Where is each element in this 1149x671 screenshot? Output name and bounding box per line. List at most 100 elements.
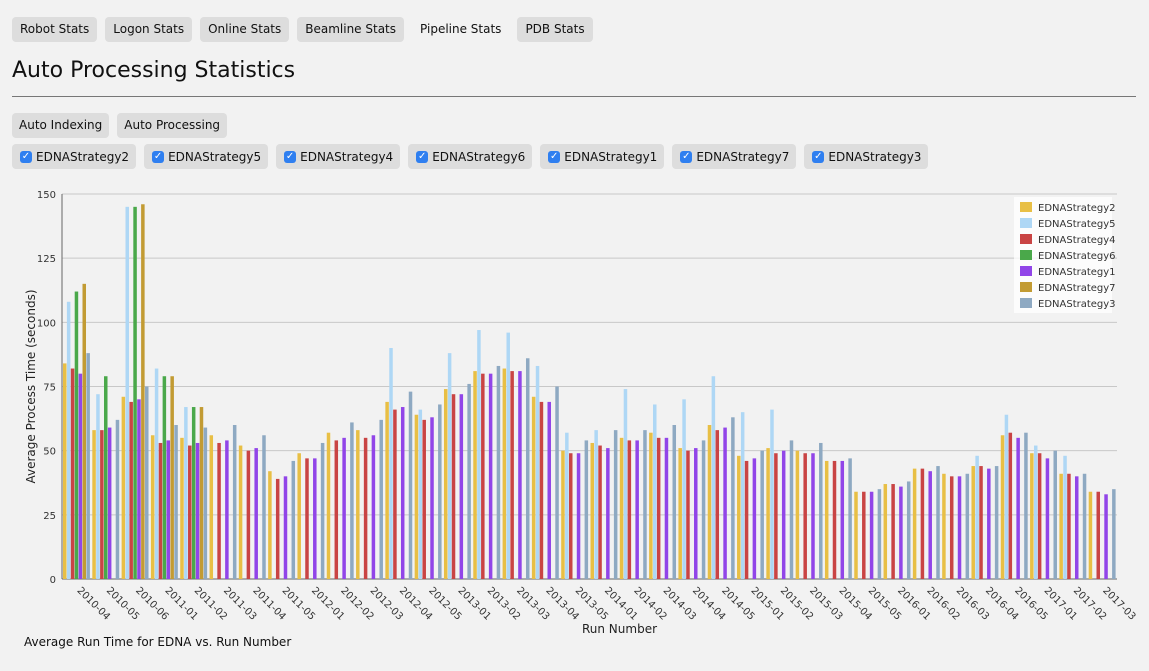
bar [275, 478, 280, 579]
bar [737, 455, 741, 579]
bar [389, 348, 393, 579]
legend-label: EDNAStrategy1 [1038, 267, 1116, 278]
bar [66, 301, 71, 579]
legend-swatch [1020, 202, 1032, 212]
bar [928, 471, 932, 579]
bar [129, 401, 133, 579]
toggle-ednastrategy6[interactable]: ✓ EDNAStrategy6 [408, 144, 533, 169]
bar [891, 484, 895, 579]
tab-robot-stats[interactable]: Robot Stats [12, 17, 98, 42]
bar [832, 460, 837, 579]
bar [100, 430, 104, 579]
bar [150, 435, 155, 579]
checkbox-checked-icon[interactable]: ✓ [284, 150, 297, 163]
auto-processing-button[interactable]: Auto Processing [117, 113, 228, 138]
legend-swatch [1020, 234, 1032, 244]
toggle-ednastrategy2[interactable]: ✓ EDNAStrategy2 [12, 144, 137, 169]
tab-pdb-stats[interactable]: PDB Stats [517, 17, 593, 42]
bar [598, 445, 602, 579]
y-tick-label: 0 [50, 575, 56, 586]
legend-swatch [1020, 298, 1032, 308]
bar [824, 460, 829, 579]
y-tick-label: 125 [37, 254, 56, 265]
tab-online-stats[interactable]: Online Stats [200, 17, 290, 42]
bar [653, 404, 657, 579]
bar [447, 353, 452, 579]
toggle-ednastrategy7[interactable]: ✓ EDNAStrategy7 [672, 144, 797, 169]
bar [672, 425, 677, 579]
bar [1024, 432, 1028, 579]
bar [912, 468, 917, 579]
tab-pipeline-stats[interactable]: Pipeline Stats [412, 17, 510, 42]
bar [297, 453, 301, 579]
checkbox-checked-icon[interactable]: ✓ [152, 150, 165, 163]
toggle-ednastrategy4[interactable]: ✓ EDNAStrategy4 [276, 144, 401, 169]
bar [949, 476, 954, 579]
bar [854, 491, 858, 579]
bar [664, 437, 669, 579]
bar [104, 376, 108, 579]
bar [942, 473, 946, 579]
chart-caption: Average Run Time for EDNA vs. Run Number [24, 635, 292, 649]
bar [789, 440, 794, 579]
checkbox-checked-icon[interactable]: ✓ [812, 150, 825, 163]
tab-logon-stats[interactable]: Logon Stats [105, 17, 193, 42]
bar [1030, 453, 1034, 579]
bar [971, 466, 975, 579]
y-tick-label: 25 [43, 511, 56, 522]
bar [125, 206, 130, 580]
toggle-ednastrategy3[interactable]: ✓ EDNAStrategy3 [804, 144, 929, 169]
legend-swatch [1020, 218, 1032, 228]
y-tick-label: 75 [43, 383, 56, 394]
bar [613, 430, 618, 579]
bar [707, 425, 712, 579]
bar [232, 425, 237, 579]
bar [576, 453, 581, 579]
bar [473, 371, 477, 579]
bar [393, 409, 397, 579]
checkbox-checked-icon[interactable]: ✓ [680, 150, 693, 163]
page-title: Auto Processing Statistics [12, 58, 296, 83]
bar [418, 409, 423, 579]
bar [430, 417, 434, 579]
bar [371, 435, 376, 579]
bar [502, 368, 507, 579]
bar [994, 466, 999, 579]
bar [342, 437, 346, 579]
stats-tabs: Robot Stats Logon Stats Online Stats Bea… [12, 17, 593, 42]
bar [781, 450, 786, 579]
toggle-ednastrategy1[interactable]: ✓ EDNAStrategy1 [540, 144, 665, 169]
checkbox-checked-icon[interactable]: ✓ [548, 150, 561, 163]
bar [760, 450, 764, 579]
checkbox-checked-icon[interactable]: ✓ [416, 150, 429, 163]
bar [1104, 494, 1108, 579]
bar [82, 283, 87, 579]
bar [715, 430, 720, 579]
bar [203, 427, 208, 579]
y-tick-label: 150 [37, 190, 56, 201]
bar [246, 450, 251, 579]
legend-label: EDNAStrategy3 [1038, 299, 1116, 310]
bar [899, 486, 903, 579]
checkbox-checked-icon[interactable]: ✓ [20, 150, 32, 163]
series-toggles: ✓ EDNAStrategy2 ✓ EDNAStrategy5 ✓ EDNAStrat… [12, 144, 929, 169]
toggle-ednastrategy5[interactable]: ✓ EDNAStrategy5 [144, 144, 269, 169]
x-axis-title: Run Number [582, 622, 657, 635]
toggle-label: EDNAStrategy5 [168, 149, 262, 164]
bar [133, 206, 137, 580]
legend-swatch [1020, 282, 1032, 292]
bar [422, 419, 426, 579]
bar [438, 404, 442, 579]
bar [363, 437, 368, 579]
bar [451, 394, 456, 579]
bar [525, 358, 530, 579]
auto-indexing-button[interactable]: Auto Indexing [12, 113, 110, 138]
bar [414, 414, 419, 579]
title-divider [12, 96, 1136, 97]
bar [209, 435, 214, 579]
tab-beamline-stats[interactable]: Beamline Stats [297, 17, 405, 42]
bar [539, 401, 544, 579]
bar [1004, 414, 1009, 579]
bar [96, 394, 100, 579]
bar [481, 373, 485, 579]
